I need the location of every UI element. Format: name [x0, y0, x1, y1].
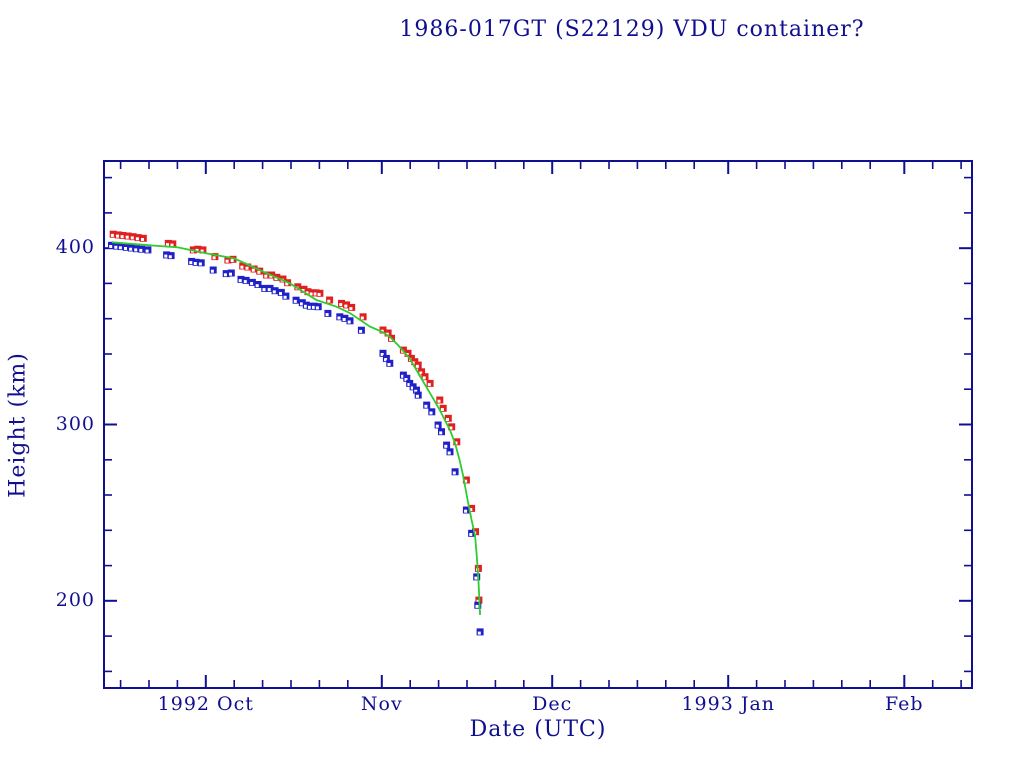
x-tick-label: 1992 Oct — [157, 693, 254, 715]
chart-title: 1986-017GT (S22129) VDU container? — [399, 17, 865, 42]
plot-area — [103, 160, 973, 689]
decay-fit-line — [112, 241, 481, 615]
x-tick-label: Dec — [532, 693, 573, 715]
y-tick-label: 200 — [55, 588, 95, 611]
red-height-points — [109, 230, 483, 604]
x-tick-label: Nov — [360, 693, 403, 715]
blue-height-points — [108, 241, 484, 636]
y-tick-label: 400 — [55, 236, 95, 259]
y-axis-label: Height (km) — [5, 352, 31, 498]
x-tick-label: 1993 Jan — [681, 693, 776, 715]
x-tick-label: Feb — [885, 693, 924, 715]
chart-canvas — [103, 160, 973, 689]
x-axis-label: Date (UTC) — [469, 717, 607, 742]
plot-frame — [103, 160, 973, 689]
y-tick-label: 300 — [55, 412, 95, 435]
